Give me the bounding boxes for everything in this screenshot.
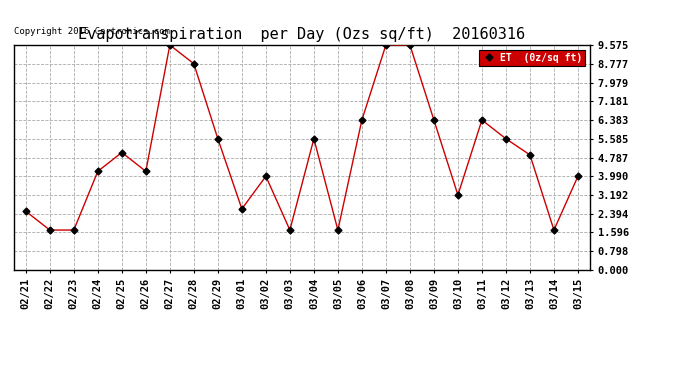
Title: Evapotranspiration  per Day (Ozs sq/ft)  20160316: Evapotranspiration per Day (Ozs sq/ft) 2…	[78, 27, 526, 42]
Legend: ET  (0z/sq ft): ET (0z/sq ft)	[479, 50, 585, 66]
Text: Copyright 2016 Cartronics.com: Copyright 2016 Cartronics.com	[14, 27, 170, 36]
